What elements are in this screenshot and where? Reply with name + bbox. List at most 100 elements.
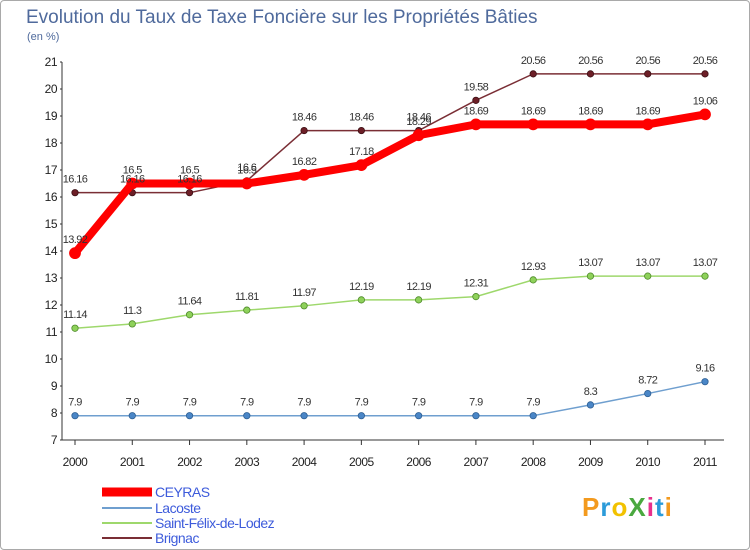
series-line-saint-felix-de-lodez	[74, 275, 706, 329]
x-tick-label: 2004	[292, 455, 318, 469]
logo-text: ProXiti	[582, 492, 673, 522]
data-label-ceyras: 16.5	[123, 165, 142, 177]
data-label-lacoste: 8.3	[584, 386, 598, 398]
data-point-ceyras	[355, 159, 368, 172]
data-point-lacoste	[243, 412, 251, 420]
data-point-lacoste	[586, 401, 595, 409]
data-point-saint-felix-de-lodez	[415, 296, 423, 304]
data-label-saint-felix-de-lodez: 12.19	[406, 281, 431, 293]
data-label-lacoste: 7.9	[68, 397, 82, 409]
data-point-saint-felix-de-lodez	[586, 272, 595, 280]
data-label-brignac: 18.46	[406, 112, 431, 124]
data-labels: 7.9 7.9 7.9 7.9 7.9 7.9 7.9 7.9 7.9 8.3 8.72 9.16 11…	[63, 55, 719, 409]
data-point-brignac	[357, 126, 365, 135]
data-label-ceyras: 16.5	[237, 165, 256, 177]
y-tick-label: 21	[45, 55, 58, 69]
x-tick-label: 2007	[464, 455, 490, 469]
data-label-saint-felix-de-lodez: 11.3	[123, 305, 142, 317]
data-point-brignac	[71, 189, 79, 197]
data-point-brignac	[701, 70, 709, 78]
data-point-ceyras	[470, 118, 482, 131]
data-label-lacoste: 7.9	[469, 397, 483, 409]
data-point-saint-felix-de-lodez	[357, 296, 365, 304]
data-point-ceyras	[298, 168, 310, 181]
data-point-lacoste	[357, 412, 365, 420]
data-label-ceyras: 16.82	[292, 156, 317, 168]
series-line-brignac	[74, 73, 706, 194]
proxiti-logo: ProXiti	[582, 492, 673, 522]
data-point-ceyras	[641, 118, 654, 131]
legend-label-brignac: Brignac	[155, 530, 199, 546]
data-label-ceyras: 18.69	[521, 105, 546, 117]
legend-label-saint-felix-de-lodez: Saint-Félix-de-Lodez	[155, 515, 275, 531]
y-tick-label: 17	[45, 163, 58, 177]
data-point-ceyras	[699, 108, 711, 121]
axes	[61, 62, 724, 441]
data-label-brignac: 19.58	[464, 81, 489, 93]
data-point-brignac	[300, 126, 308, 135]
data-point-lacoste	[71, 412, 79, 420]
y-tick-label: 16	[45, 190, 58, 204]
y-tick-label: 7	[51, 433, 58, 447]
data-label-lacoste: 7.9	[355, 397, 369, 409]
data-point-saint-felix-de-lodez	[701, 272, 709, 280]
data-label-lacoste: 7.9	[240, 397, 254, 409]
data-point-brignac	[586, 70, 595, 78]
data-point-saint-felix-de-lodez	[185, 311, 194, 319]
data-point-brignac	[529, 70, 537, 78]
y-tick-label: 8	[51, 406, 58, 420]
data-point-ceyras	[240, 177, 253, 190]
data-label-ceyras: 18.69	[464, 105, 489, 117]
data-label-lacoste: 7.9	[526, 397, 540, 409]
y-tick-label: 15	[45, 217, 58, 231]
data-point-brignac	[644, 70, 652, 78]
y-tick-label: 12	[45, 298, 58, 312]
data-label-brignac: 20.56	[578, 55, 603, 67]
data-label-ceyras: 19.06	[693, 95, 718, 107]
data-label-lacoste: 7.9	[297, 397, 311, 409]
data-label-saint-felix-de-lodez: 13.07	[578, 257, 603, 269]
x-tick-label: 2008	[521, 455, 547, 469]
data-label-saint-felix-de-lodez: 11.14	[63, 309, 87, 321]
data-label-saint-felix-de-lodez: 11.81	[235, 291, 259, 303]
data-label-lacoste: 9.16	[695, 363, 714, 375]
data-point-lacoste	[701, 378, 709, 386]
data-label-saint-felix-de-lodez: 13.07	[693, 257, 718, 269]
series-line-lacoste	[74, 380, 706, 417]
data-point-ceyras	[527, 118, 540, 131]
data-label-saint-felix-de-lodez: 12.93	[521, 261, 546, 273]
data-label-ceyras: 18.69	[635, 105, 660, 117]
data-label-saint-felix-de-lodez: 12.19	[349, 281, 374, 293]
data-label-ceyras: 18.69	[578, 105, 603, 117]
data-label-saint-felix-de-lodez: 13.07	[635, 257, 660, 269]
series-layer	[69, 70, 711, 420]
data-point-saint-felix-de-lodez	[128, 320, 136, 328]
y-tick-label: 11	[46, 325, 58, 339]
data-label-lacoste: 7.9	[183, 397, 197, 409]
data-point-saint-felix-de-lodez	[71, 324, 79, 332]
data-label-brignac: 18.46	[292, 112, 317, 124]
x-tick-label: 2001	[120, 455, 146, 469]
data-point-lacoste	[644, 389, 652, 398]
legend-label-lacoste: Lacoste	[155, 500, 201, 516]
chart-title: Evolution du Taux de Taxe Foncière sur l…	[26, 7, 538, 28]
y-tick-label: 14	[45, 244, 58, 258]
series-line-ceyras	[71, 110, 709, 258]
data-label-brignac: 18.46	[349, 112, 374, 124]
chart-subtitle: (en %)	[27, 31, 59, 43]
data-label-ceyras: 17.18	[349, 146, 374, 158]
data-point-saint-felix-de-lodez	[529, 276, 537, 284]
y-tick-label: 19	[45, 109, 58, 123]
legend-label-ceyras: CEYRAS	[155, 484, 210, 500]
x-tick-label: 2006	[406, 455, 432, 469]
data-label-ceyras: 18.29	[406, 116, 431, 128]
data-label-brignac: 20.56	[521, 55, 546, 67]
data-label-ceyras: 16.5	[180, 165, 199, 177]
data-point-ceyras	[412, 129, 425, 142]
y-tick-label: 20	[45, 82, 58, 96]
data-label-saint-felix-de-lodez: 11.64	[178, 296, 202, 308]
x-tick-label: 2009	[578, 455, 604, 469]
